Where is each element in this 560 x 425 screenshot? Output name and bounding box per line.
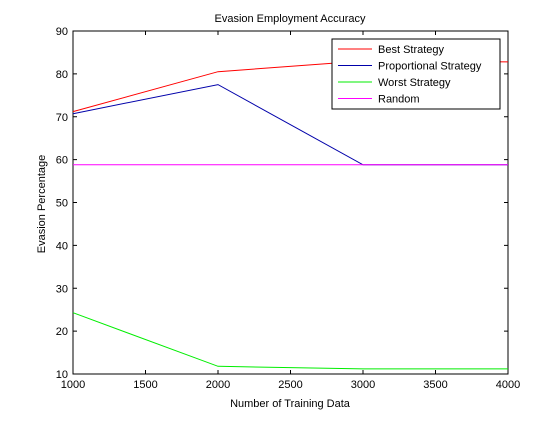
x-tick-label: 4000 <box>496 379 520 391</box>
x-tick-label: 2500 <box>278 379 302 391</box>
legend-label: Proportional Strategy <box>378 61 482 73</box>
chart-title: Evasion Employment Accuracy <box>214 13 366 25</box>
x-tick-label: 3000 <box>351 379 375 391</box>
y-tick-label: 80 <box>56 69 68 81</box>
x-axis-label: Number of Training Data <box>230 398 351 410</box>
y-tick-label: 70 <box>56 112 68 124</box>
y-tick-label: 10 <box>56 369 68 381</box>
x-tick-label: 1000 <box>61 379 85 391</box>
y-tick-label: 90 <box>56 26 68 38</box>
legend-label: Worst Strategy <box>378 77 451 89</box>
y-tick-label: 60 <box>56 155 68 167</box>
plot-area: 1000 1500 2000 2500 3000 3500 4000 10 20 30 40 50 60… <box>56 26 520 391</box>
x-tick-label: 1500 <box>133 379 157 391</box>
y-tick-label: 40 <box>56 240 68 252</box>
y-tick-label: 50 <box>56 198 68 210</box>
legend-box <box>331 38 501 110</box>
y-tick-label: 20 <box>56 326 68 338</box>
x-tick-label: 2000 <box>206 379 230 391</box>
legend-label: Random <box>378 94 420 106</box>
y-axis-label: Evasion Percentage <box>36 155 48 253</box>
x-tick-label: 3500 <box>423 379 447 391</box>
y-tick-label: 30 <box>56 283 68 295</box>
legend-label: Best Strategy <box>378 44 445 56</box>
series-line-worst-strategy <box>72 312 508 370</box>
